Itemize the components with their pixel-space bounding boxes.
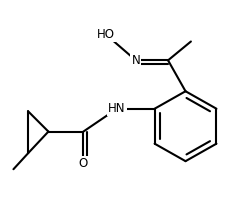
Text: N: N [131, 54, 140, 67]
Text: HO: HO [97, 28, 115, 41]
Text: HN: HN [108, 102, 126, 115]
Text: O: O [79, 157, 88, 170]
